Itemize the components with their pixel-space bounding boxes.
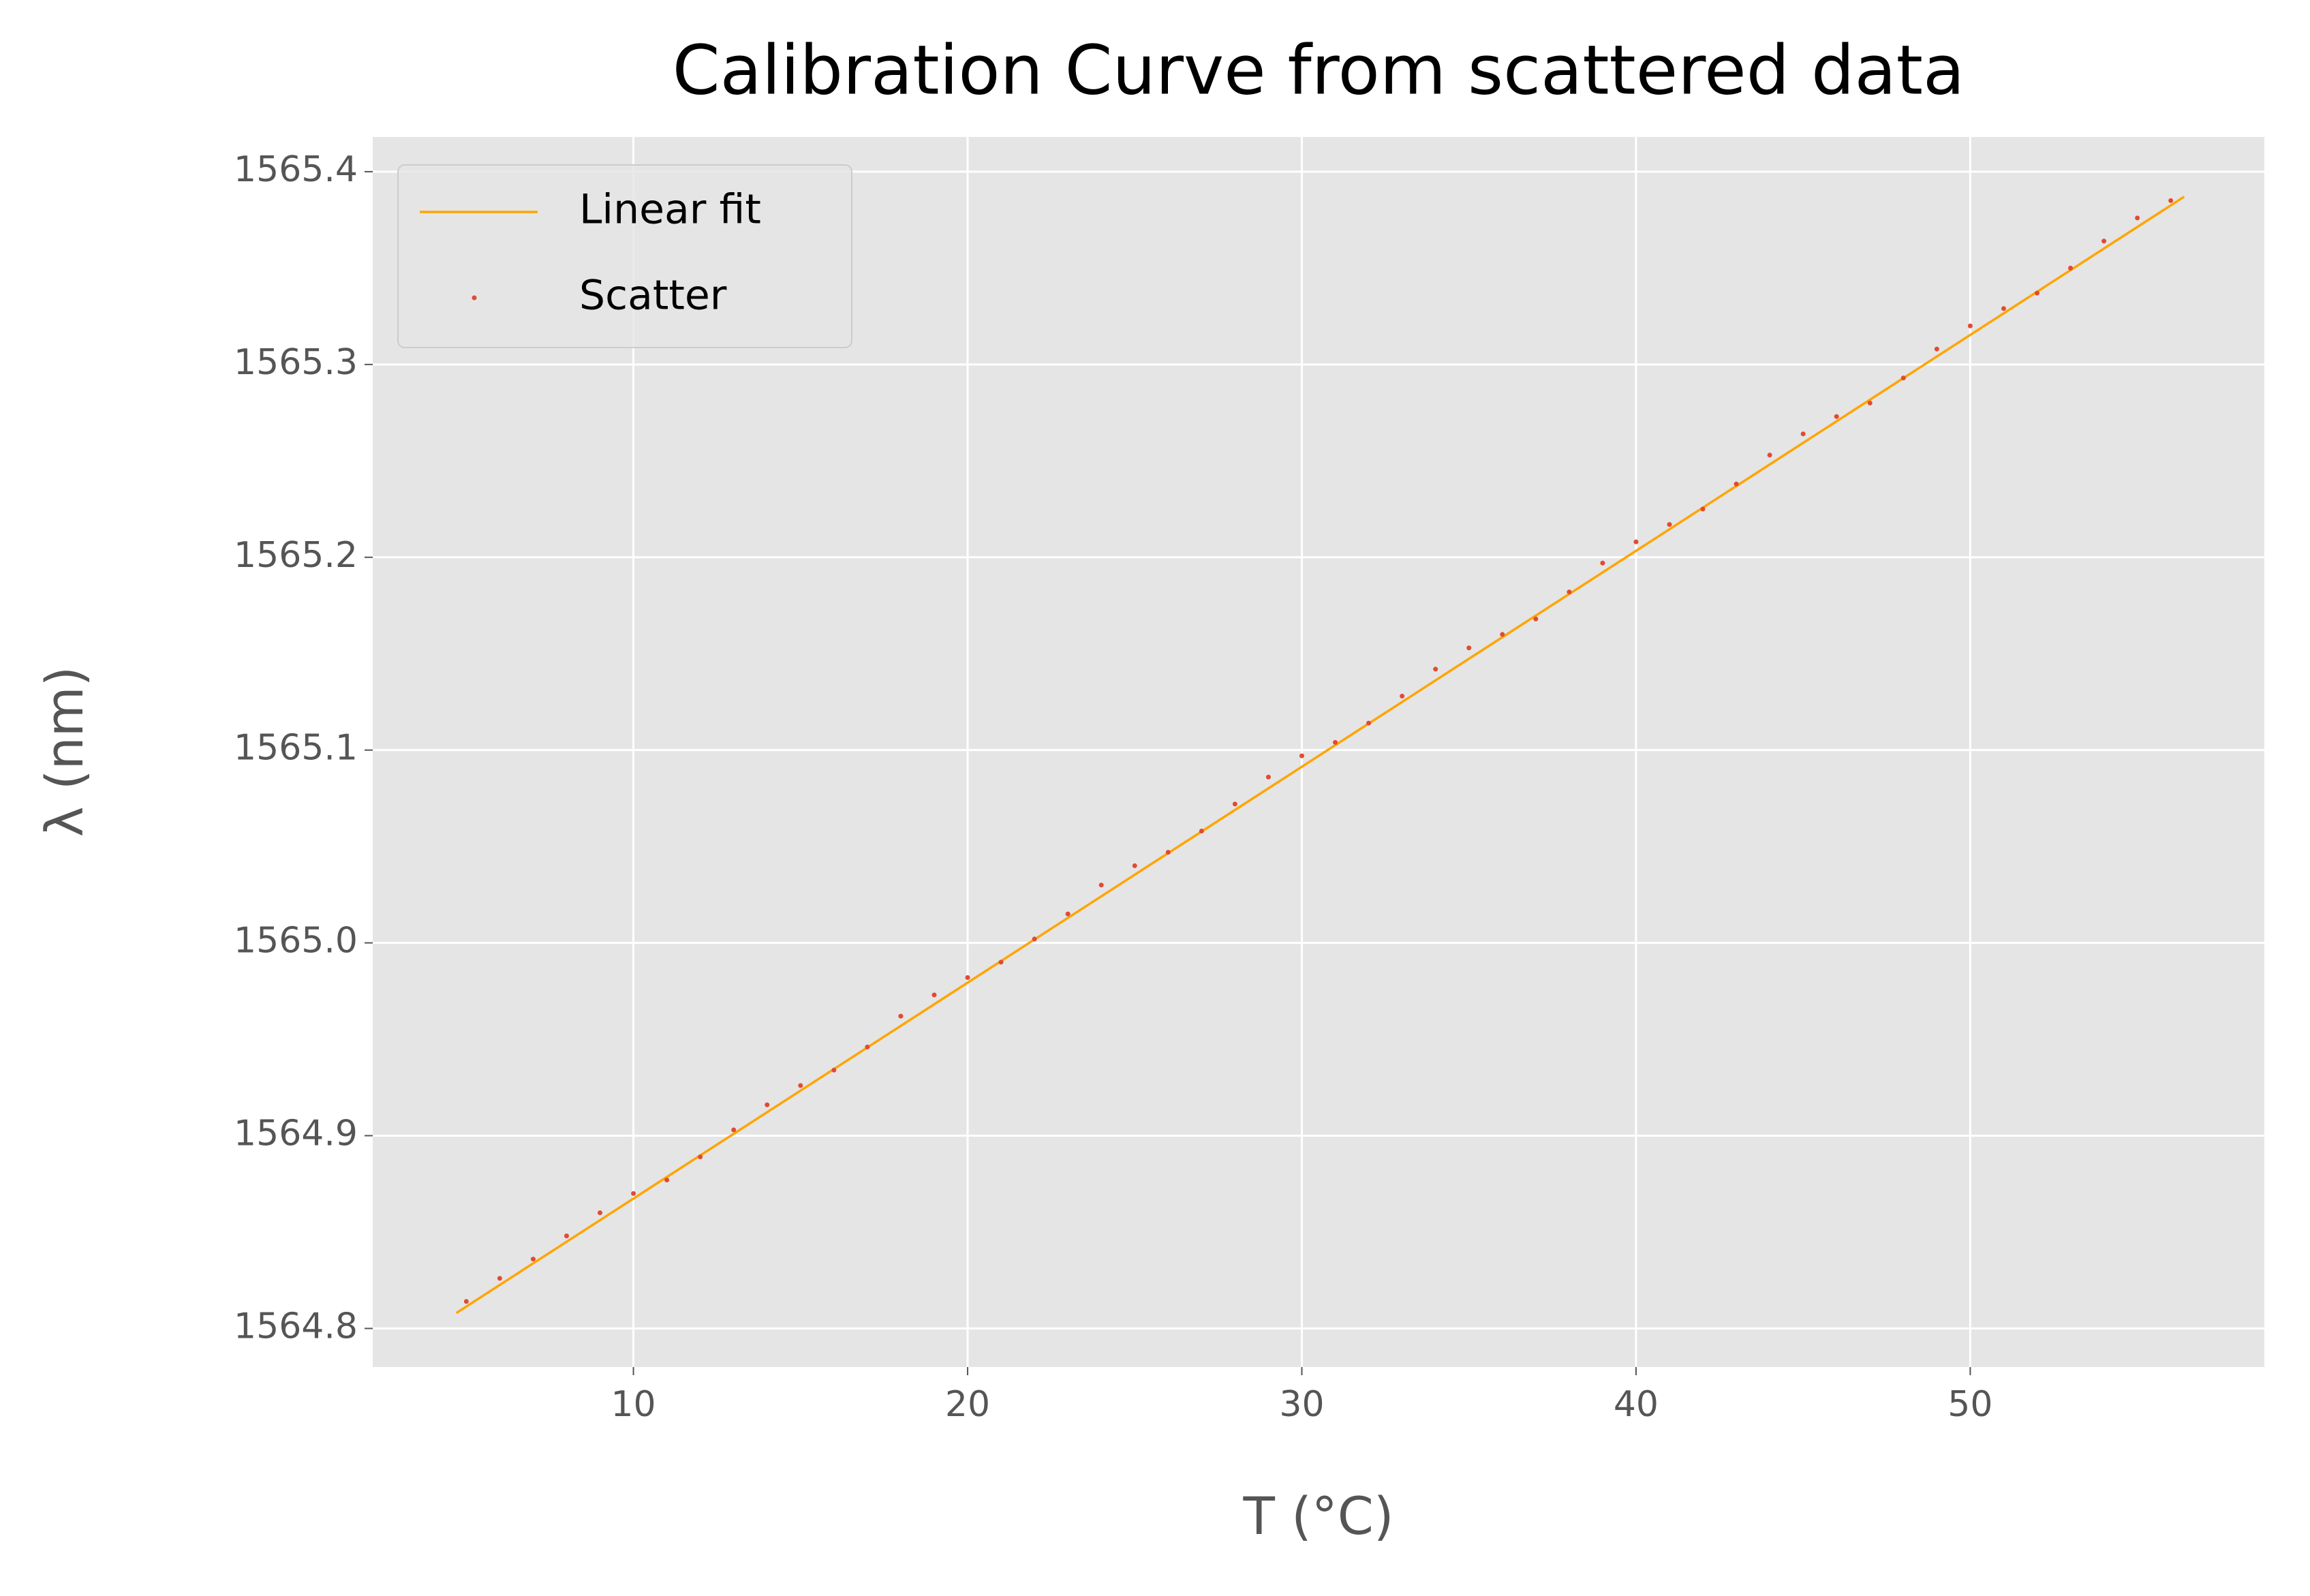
scatter-point: [1333, 739, 1338, 745]
scatter-point: [1633, 539, 1639, 544]
fit-line: [455, 196, 2185, 1315]
y-tick-label: 1565.0: [234, 921, 358, 962]
scatter-point: [1834, 414, 1839, 419]
scatter-point: [497, 1276, 502, 1281]
scatter-point: [1098, 883, 1104, 888]
scatter-point: [1433, 666, 1438, 672]
scatter-point: [798, 1083, 803, 1088]
legend-label: Linear fit: [579, 186, 761, 234]
scatter-point: [1366, 720, 1372, 726]
scatter-point: [1199, 828, 1204, 833]
scatter-point: [898, 1013, 904, 1019]
scatter-point: [1032, 936, 1037, 942]
legend-label: Scatter: [579, 272, 727, 320]
scatter-point: [865, 1044, 870, 1049]
scatter-point: [463, 1299, 469, 1304]
scatter-point: [1600, 560, 1605, 566]
scatter-point: [2034, 290, 2039, 296]
chart-title: Calibration Curve from scattered data: [673, 30, 1965, 110]
scatter-point: [1400, 693, 1405, 699]
x-tick-label: 50: [1947, 1384, 1992, 1425]
scatter-point: [1065, 911, 1071, 917]
scatter-point: [1466, 645, 1472, 651]
scatter-point: [1767, 452, 1772, 458]
scatter-point: [998, 960, 1004, 965]
scatter-point: [1900, 375, 1906, 381]
x-axis-label: T (°C): [1243, 1486, 1394, 1546]
scatter-point: [1132, 863, 1137, 868]
y-tick-label: 1564.8: [234, 1306, 358, 1347]
x-tick-label: 10: [611, 1384, 656, 1425]
scatter-point: [564, 1233, 569, 1239]
legend: Linear fit Scatter: [397, 164, 852, 348]
scatter-point: [1967, 323, 1973, 328]
scatter-point: [2135, 215, 2140, 221]
y-tick-label: 1565.4: [234, 149, 358, 190]
grid: 10 20 30 40 50 1564.8 1564.9 1565.0 1565.1 1565.2…: [234, 137, 2264, 1425]
scatter-point: [1934, 346, 1939, 352]
scatter-point: [1500, 632, 1505, 637]
scatter-point: [2168, 198, 2174, 203]
x-tick-label: 40: [1614, 1384, 1659, 1425]
scatter-point: [1567, 589, 1572, 595]
scatter-point: [1867, 400, 1873, 405]
scatter-point: [831, 1067, 837, 1073]
scatter-point: [530, 1257, 536, 1262]
x-tick-label: 30: [1279, 1384, 1324, 1425]
scatter-point: [1734, 481, 1739, 487]
scatter-point: [1533, 616, 1539, 621]
y-tick-label: 1565.2: [234, 535, 358, 576]
scatter-point: [1232, 801, 1237, 807]
y-tick-label: 1565.1: [234, 728, 358, 769]
legend-swatch: [472, 295, 477, 301]
scatter-point: [731, 1127, 737, 1133]
scatter-point: [765, 1102, 770, 1107]
scatter-point: [1299, 753, 1304, 758]
scatter-point: [664, 1178, 670, 1183]
x-tick-label: 20: [945, 1384, 990, 1425]
scatter-point: [598, 1210, 603, 1216]
scatter-point: [1800, 431, 1806, 437]
scatter-point: [2068, 265, 2074, 271]
scatter-point: [965, 975, 970, 981]
scatter-point: [1265, 774, 1271, 780]
scatter-point: [2001, 306, 2006, 311]
scatter-point: [1667, 522, 1672, 527]
legend-box: [397, 164, 852, 348]
scatter-point: [631, 1191, 636, 1196]
y-tick-label: 1565.3: [234, 342, 358, 383]
scatter-point: [2101, 239, 2107, 244]
scatter-point: [698, 1154, 703, 1160]
scatter-point: [1700, 506, 1706, 512]
scatter-point: [1165, 850, 1171, 855]
y-tick-label: 1564.9: [234, 1114, 358, 1154]
y-axis-label: λ (nm): [34, 666, 95, 838]
scatter-point: [931, 992, 937, 998]
marks: [455, 196, 2185, 1315]
